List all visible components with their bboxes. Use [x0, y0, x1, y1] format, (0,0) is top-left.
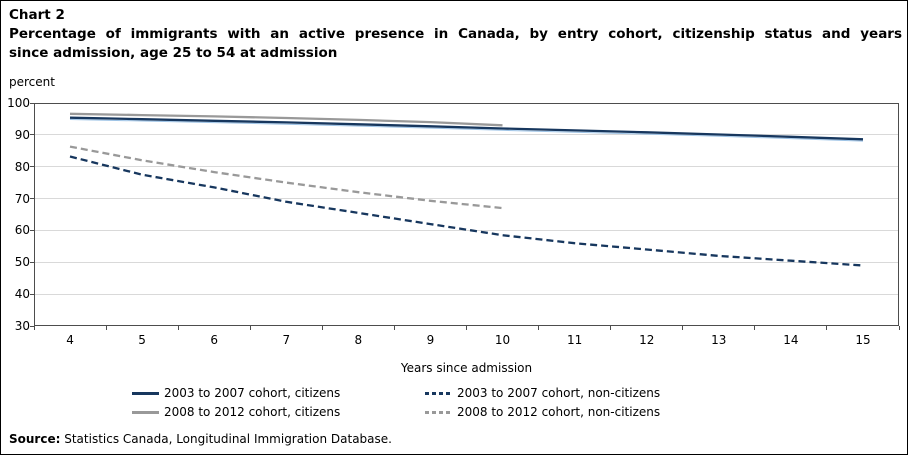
legend-marker-dashed-gray	[425, 410, 452, 414]
legend-item-label: 2008 to 2012 cohort, citizens	[164, 405, 341, 419]
y-tick-label-80: 80	[14, 159, 30, 174]
x-tick-0	[33, 326, 35, 330]
x-tick-11	[826, 326, 828, 330]
source-note: Source: Statistics Canada, Longitudinal …	[9, 432, 392, 446]
x-tick-6	[466, 326, 467, 330]
legend-marker-dashed-navy	[425, 391, 452, 395]
x-tick-7	[538, 326, 540, 330]
y-tick-60	[30, 229, 34, 231]
y-tick-label-50: 50	[14, 255, 30, 270]
legend-item-3: 2008 to 2012 cohort, non-citizens	[425, 404, 660, 420]
x-tick-1	[105, 326, 107, 330]
y-tick-label-100: 100	[7, 96, 30, 110]
gridline-40	[34, 293, 899, 295]
x-tick-2	[177, 326, 179, 330]
x-tick-5	[393, 326, 395, 330]
chart-number-label: Chart 2	[9, 7, 65, 23]
y-tick-100	[30, 102, 34, 104]
x-tick-label-4: 4	[66, 333, 74, 347]
y-tick-label-60: 60	[14, 223, 30, 238]
x-tick-label-13: 13	[711, 333, 727, 347]
x-axis-title: Years since admission	[400, 361, 533, 375]
y-axis-unit-label: percent	[9, 75, 55, 89]
legend-item-1: 2008 to 2012 cohort, citizens	[132, 404, 340, 420]
legend-marker-solid-gray	[132, 410, 159, 414]
x-tick-label-9: 9	[426, 333, 435, 347]
y-tick-80	[30, 166, 34, 168]
y-tick-label-30: 30	[14, 319, 30, 333]
y-tick-90	[30, 134, 34, 136]
x-tick-9	[682, 326, 684, 330]
x-tick-10	[754, 326, 756, 330]
source-text: Statistics Canada, Longitudinal Immigrat…	[64, 432, 392, 446]
legend-item-0: 2003 to 2007 cohort, citizens	[132, 385, 340, 401]
x-tick-4	[321, 326, 323, 330]
y-tick-30	[30, 325, 34, 327]
x-tick-label-14: 14	[783, 333, 799, 347]
y-tick-label-90: 90	[14, 127, 30, 142]
x-tick-label-11: 11	[566, 333, 583, 347]
x-tick-3	[249, 326, 251, 330]
y-tick-70	[30, 198, 34, 200]
y-tick-40	[30, 293, 34, 295]
y-tick-label-70: 70	[14, 191, 30, 206]
legend-item-label: 2008 to 2012 cohort, non-citizens	[457, 405, 661, 419]
y-tick-label-40: 40	[14, 287, 30, 302]
chart-title-line1: Percentage of immigrants with an active …	[9, 26, 902, 42]
title-block: Chart 2 Percentage of immigrants with an…	[9, 6, 902, 63]
x-tick-label-10: 10	[494, 333, 511, 347]
x-tick-12	[898, 326, 900, 330]
x-tick-label-6: 6	[210, 333, 219, 347]
x-tick-label-7: 7	[282, 333, 291, 347]
x-tick-8	[610, 326, 612, 330]
x-tick-label-5: 5	[138, 333, 146, 347]
chart-title-line2: since admission, age 25 to 54 at admissi…	[9, 45, 338, 61]
legend-marker-solid-navy	[132, 391, 159, 395]
source-label: Source:	[9, 432, 61, 446]
x-tick-label-12: 12	[639, 333, 655, 347]
x-tick-label-15: 15	[855, 333, 871, 347]
legend-item-label: 2003 to 2007 cohort, citizens	[164, 386, 341, 400]
legend-item-2: 2003 to 2007 cohort, non-citizens	[425, 385, 660, 401]
y-tick-50	[30, 261, 34, 263]
plot-frame	[34, 103, 899, 326]
legend-item-label: 2003 to 2007 cohort, non-citizens	[457, 386, 661, 400]
x-tick-label-8: 8	[354, 333, 363, 347]
